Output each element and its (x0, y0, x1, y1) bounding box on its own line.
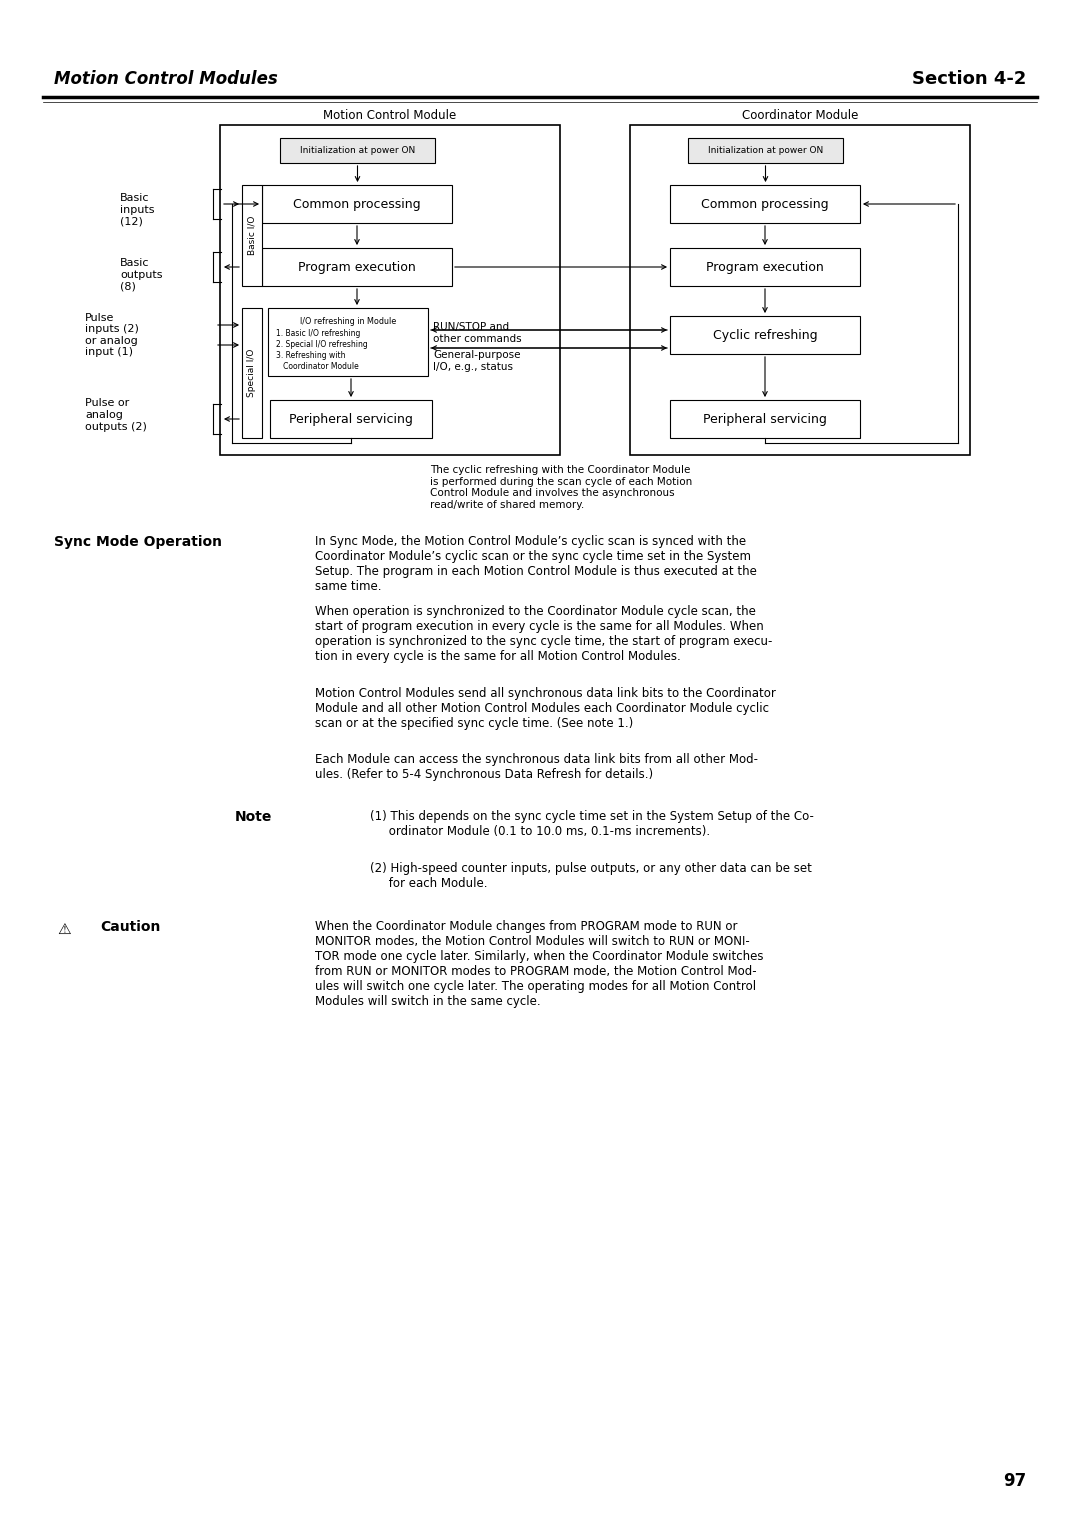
Text: Special I/O: Special I/O (247, 348, 257, 397)
Text: Motion Control Modules: Motion Control Modules (54, 70, 278, 89)
Text: Pulse or
analog
outputs (2): Pulse or analog outputs (2) (85, 399, 147, 431)
Text: ⚠: ⚠ (57, 921, 70, 937)
Text: Initialization at power ON: Initialization at power ON (300, 147, 415, 154)
Bar (280, 138, 435, 163)
Text: (2) High-speed counter inputs, pulse outputs, or any other data can be set
     : (2) High-speed counter inputs, pulse out… (370, 862, 812, 889)
Bar (220, 125, 561, 455)
Text: Initialization at power ON: Initialization at power ON (707, 147, 823, 154)
Text: 1. Basic I/O refreshing: 1. Basic I/O refreshing (276, 329, 361, 338)
Text: RUN/STOP and
other commands: RUN/STOP and other commands (433, 322, 522, 344)
Bar (262, 185, 453, 223)
Bar (242, 185, 262, 286)
Text: Program execution: Program execution (298, 260, 416, 274)
Text: Coordinator Module: Coordinator Module (276, 362, 359, 371)
Text: Note: Note (235, 810, 272, 824)
Text: (1) This depends on the sync cycle time set in the System Setup of the Co-
     : (1) This depends on the sync cycle time … (370, 810, 814, 837)
Text: 3. Refreshing with: 3. Refreshing with (276, 351, 346, 361)
Text: Program execution: Program execution (706, 260, 824, 274)
Text: 2. Special I/O refreshing: 2. Special I/O refreshing (276, 341, 368, 348)
Text: In Sync Mode, the Motion Control Module’s cyclic scan is synced with the
Coordin: In Sync Mode, the Motion Control Module’… (315, 535, 757, 593)
Text: Peripheral servicing: Peripheral servicing (289, 413, 413, 425)
Text: Motion Control Module: Motion Control Module (323, 108, 457, 122)
Text: General-purpose
I/O, e.g., status: General-purpose I/O, e.g., status (433, 350, 521, 371)
Text: Basic
inputs
(12): Basic inputs (12) (120, 194, 154, 226)
Text: Caution: Caution (100, 920, 160, 934)
Bar (688, 138, 843, 163)
Bar (262, 248, 453, 286)
Text: Pulse
inputs (2)
or analog
input (1): Pulse inputs (2) or analog input (1) (85, 313, 139, 358)
Bar (670, 400, 860, 439)
Text: 97: 97 (1002, 1471, 1026, 1490)
Text: Each Module can access the synchronous data link bits from all other Mod-
ules. : Each Module can access the synchronous d… (315, 753, 758, 781)
Text: I/O refreshing in Module: I/O refreshing in Module (300, 316, 396, 325)
Text: The cyclic refreshing with the Coordinator Module
is performed during the scan c: The cyclic refreshing with the Coordinat… (430, 465, 692, 510)
Bar (630, 125, 970, 455)
Text: Motion Control Modules send all synchronous data link bits to the Coordinator
Mo: Motion Control Modules send all synchron… (315, 688, 775, 730)
Bar (670, 316, 860, 354)
Text: Basic
outputs
(8): Basic outputs (8) (120, 258, 162, 292)
Text: Common processing: Common processing (293, 197, 421, 211)
Bar (268, 309, 428, 376)
Text: Cyclic refreshing: Cyclic refreshing (713, 329, 818, 341)
Text: Common processing: Common processing (701, 197, 828, 211)
Bar (670, 248, 860, 286)
Text: Coordinator Module: Coordinator Module (742, 108, 859, 122)
Bar (670, 185, 860, 223)
Text: When the Coordinator Module changes from PROGRAM mode to RUN or
MONITOR modes, t: When the Coordinator Module changes from… (315, 920, 764, 1008)
Bar (242, 309, 262, 439)
Bar (270, 400, 432, 439)
Text: Basic I/O: Basic I/O (247, 215, 257, 255)
Text: Peripheral servicing: Peripheral servicing (703, 413, 827, 425)
Text: Section 4-2: Section 4-2 (912, 70, 1026, 89)
Text: When operation is synchronized to the Coordinator Module cycle scan, the
start o: When operation is synchronized to the Co… (315, 605, 772, 663)
Text: Sync Mode Operation: Sync Mode Operation (54, 535, 222, 549)
